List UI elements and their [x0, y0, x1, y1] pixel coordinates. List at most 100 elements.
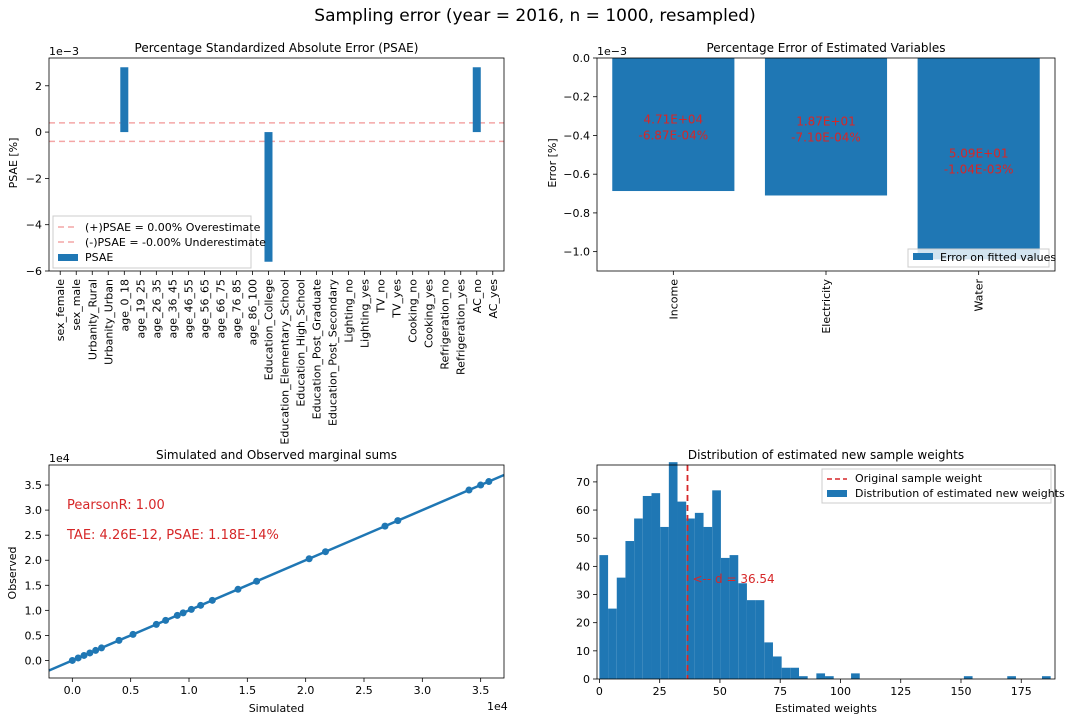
error-x-tick-label: Electricity: [820, 279, 833, 334]
error-percent-annotation: -7.10E-04%: [791, 131, 861, 145]
psae-x-tick-label: Cooking_no: [407, 279, 420, 343]
weights-y-tick-label: 30: [576, 589, 590, 602]
error-bar: [764, 58, 888, 196]
psae-y-tick-label: −6: [26, 265, 42, 278]
marginal-sums-x-label: Simulated: [249, 702, 305, 715]
psae-x-tick-label: Refrigeration_no: [439, 279, 452, 370]
histogram-bar: [677, 501, 687, 679]
histogram-bar: [738, 583, 747, 679]
psae-x-tick-label: Education_College: [262, 279, 275, 381]
histogram-bar: [660, 526, 669, 679]
histogram-bar: [1041, 676, 1051, 679]
histogram-bar: [712, 490, 721, 679]
psae-x-tick-label: age_0_18: [118, 279, 131, 332]
scatter-point: [253, 577, 261, 585]
error-panel: Percentage Error of Estimated Variables …: [546, 41, 1056, 334]
scatter-point: [92, 646, 100, 654]
psae-x-tick-label: Lighting_no: [343, 279, 356, 343]
psae-bar: [472, 67, 481, 133]
psae-y-label: PSAE [%]: [7, 138, 20, 189]
error-y-label: Error [%]: [546, 138, 559, 187]
histogram-bar: [651, 493, 661, 679]
weight-annotation: <-- d = 36.54: [692, 572, 774, 586]
error-legend-box: [907, 248, 1050, 268]
legend-error-swatch: [913, 253, 933, 260]
marginal-sums-y-tick-label: 1.0: [25, 604, 43, 617]
scatter-point: [465, 486, 473, 494]
figure-title: Sampling error (year = 2016, n = 1000, r…: [314, 6, 755, 26]
scatter-point: [234, 585, 242, 593]
legend-original-weight-label: Original sample weight: [855, 472, 983, 485]
weights-legend-box: [821, 468, 1052, 504]
error-value-annotation: 4.71E+04: [644, 113, 704, 127]
weights-y-tick-label: 0: [583, 673, 590, 686]
scatter-point: [74, 654, 82, 662]
scatter-point: [173, 611, 181, 619]
legend-error-label: Error on fitted values: [940, 251, 1056, 264]
regression-line: [48, 473, 505, 672]
legend-distribution-swatch: [827, 490, 847, 497]
histogram-bar: [668, 462, 678, 679]
psae-x-tick-label: Lighting_yes: [359, 279, 372, 348]
psae-plot-area: −6 −4 −2 0 2 sex_female sex_male Urbanity_Rural…: [26, 57, 505, 445]
legend-underestimate-label: (-)PSAE = -0.00% Underestimate: [85, 236, 266, 249]
marginal-sums-x-tick-label: 1.5: [239, 684, 257, 697]
weights-x-tick-label: 0: [596, 685, 603, 698]
weights-y-tick-label: 50: [576, 532, 590, 545]
weights-y-tick-label: 10: [576, 645, 590, 658]
error-y-tick-label: −0.8: [563, 207, 590, 220]
weights-x-tick-label: 50: [713, 685, 727, 698]
psae-x-tick-label: AC_no: [471, 279, 484, 313]
psae-x-tick-label: sex_male: [70, 279, 83, 331]
error-y-exponent: 1e−3: [597, 45, 627, 58]
scatter-point: [152, 620, 160, 628]
weights-y-tick-label: 60: [576, 504, 590, 517]
scatter-point: [86, 649, 94, 657]
weights-x-tick-label: 150: [950, 685, 971, 698]
marginal-sums-x-tick-label: 2.0: [297, 684, 315, 697]
weights-x-tick-label: 100: [830, 685, 851, 698]
histogram-bar: [686, 518, 695, 679]
scatter-point: [485, 478, 493, 486]
histogram-bar: [694, 512, 704, 679]
weights-title: Distribution of estimated new sample wei…: [688, 448, 964, 462]
scatter-point: [115, 636, 123, 644]
weights-x-tick-label: 175: [1011, 685, 1032, 698]
weights-y-tick-label: 20: [576, 617, 590, 630]
psae-x-tick-label: Cooking_yes: [423, 279, 436, 348]
error-bar: [917, 58, 1040, 260]
psae-y-tick-label: 0: [35, 126, 42, 139]
psae-x-tick-label: age_36_45: [166, 279, 179, 339]
marginal-sums-y-tick-label: 2.0: [25, 554, 43, 567]
psae-x-tick-label: AC_yes: [487, 279, 500, 319]
histogram-bar: [599, 555, 609, 679]
error-y-tick-label: 0.0: [573, 52, 591, 65]
psae-x-tick-label: age_56_65: [198, 279, 211, 339]
scatter-point: [187, 605, 195, 613]
legend-overestimate-label: (+)PSAE = 0.00% Overestimate: [85, 221, 261, 234]
marginal-sums-y-tick-label: 0.0: [25, 654, 43, 667]
psae-x-tick-label: Urbanity_Rural: [86, 279, 99, 360]
legend-psae-swatch: [58, 254, 78, 261]
marginal-sums-x-tick-label: 3.5: [472, 684, 490, 697]
weights-y-tick-label: 40: [576, 560, 590, 573]
psae-x-tick-label: Education_Elementary_School: [279, 279, 292, 445]
pearson-annotation: PearsonR: 1.00: [67, 498, 165, 513]
psae-x-tick-label: age_86_100: [246, 279, 259, 345]
histogram-bar: [746, 600, 756, 679]
tae-annotation: TAE: 4.26E-12, PSAE: 1.18E-14%: [66, 528, 279, 543]
psae-x-tick-label: TV_yes: [391, 279, 404, 319]
psae-x-tick-label: age_46_55: [182, 279, 195, 339]
histogram-bar: [851, 673, 860, 679]
scatter-point: [129, 630, 137, 638]
scatter-point: [305, 555, 313, 563]
error-x-tick-label: Income: [667, 279, 680, 320]
marginal-sums-y-exponent: 1e4: [49, 452, 70, 465]
weights-x-tick-label: 25: [653, 685, 667, 698]
histogram-bar: [781, 667, 791, 679]
weights-y-tick-label: 70: [576, 476, 590, 489]
scatter-point: [197, 601, 205, 609]
legend-distribution-label: Distribution of estimated new weights: [855, 487, 1065, 500]
scatter-point: [68, 656, 76, 664]
psae-x-tick-label: age_26_35: [150, 279, 163, 339]
